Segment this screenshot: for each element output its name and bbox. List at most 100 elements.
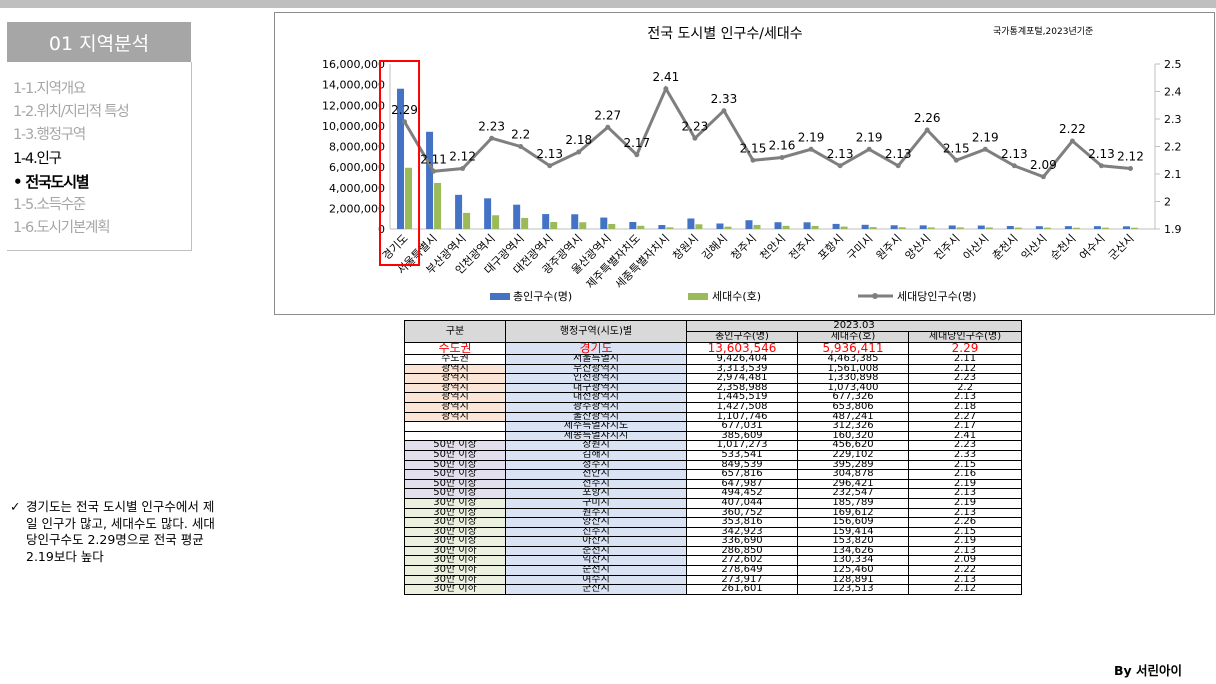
- y-tick-label-left: 16,000,000: [322, 58, 385, 71]
- bar-households: [927, 227, 935, 229]
- bar-population: [658, 225, 666, 229]
- menu-item[interactable]: 1-3.행정구역: [13, 127, 86, 144]
- menu-item[interactable]: 1-5.소득수준: [13, 197, 86, 214]
- data-label-ratio: 2.2: [511, 128, 530, 142]
- cell-ratio: 2.15: [907, 526, 1023, 538]
- menu-item[interactable]: • 전국도시별: [13, 172, 90, 191]
- line-point: [402, 119, 408, 125]
- cell-households: 125,460: [797, 565, 909, 576]
- data-label-ratio: 2.11: [420, 152, 447, 166]
- cell-ratio: 2.13: [907, 545, 1023, 557]
- table-row: 세종특별자치시 385,609 160,320 2.41: [404, 430, 1023, 442]
- cell-category: 30만 이상: [404, 497, 506, 509]
- line-point: [692, 135, 698, 141]
- cell-region: 대구광역시: [505, 382, 687, 394]
- cell-region: 포항시: [505, 488, 687, 499]
- cell-category: [404, 430, 506, 442]
- cell-category: 광역시: [404, 373, 506, 384]
- y-tick-label-right: 2.5: [1164, 58, 1182, 71]
- line-point: [750, 157, 756, 163]
- bar-households: [956, 227, 964, 229]
- menu-item[interactable]: 1-6.도시기본계획: [13, 220, 111, 237]
- line-point: [1011, 163, 1017, 169]
- x-tick-label: 창원시: [670, 232, 701, 263]
- cell-population: 278,649: [686, 565, 798, 576]
- cell-households: 456,620: [797, 440, 909, 451]
- data-label-ratio: 2.33: [711, 92, 738, 106]
- menu-item[interactable]: 1-2.위치/지리적 특성: [13, 104, 130, 121]
- cell-region: 원주시: [505, 507, 687, 519]
- data-label-ratio: 2.15: [943, 141, 970, 155]
- legend-label-households: 세대수(호): [712, 290, 761, 303]
- cell-households: 153,820: [797, 536, 909, 547]
- menu-item[interactable]: 1-4.인구: [13, 150, 62, 167]
- bar-households: [1130, 227, 1138, 229]
- y-tick-label-right: 2: [1164, 196, 1171, 209]
- header-period: 2023.03: [685, 320, 1023, 332]
- sidebar-divider: [7, 250, 192, 251]
- data-label-ratio: 2.22: [1059, 122, 1086, 136]
- line-point: [460, 166, 466, 171]
- cell-region: 순천시: [505, 565, 687, 576]
- bar-households: [405, 167, 413, 229]
- bar-households: [695, 224, 703, 229]
- population-table: 구분 행정구역(시도)별 2023.03 총인구수(명) 세대수(호) 세대당인…: [404, 320, 1023, 595]
- table-row: 30만 이상 아산시 336,690 153,820 2.19: [404, 536, 1023, 547]
- cell-households: 677,326: [797, 392, 909, 403]
- line-point: [895, 163, 901, 169]
- bar-population: [1064, 226, 1072, 229]
- bar-households: [434, 182, 442, 229]
- chart-title: 전국 도시별 인구수/세대수: [647, 26, 802, 42]
- cell-region: 세종특별자치시: [505, 430, 687, 442]
- x-tick-label: 전주시: [787, 232, 818, 263]
- bar-population: [745, 220, 753, 229]
- line-point: [866, 146, 872, 152]
- cell-ratio: 2.18: [907, 401, 1023, 413]
- line-point: [982, 146, 988, 152]
- analysis-note: ✓ 경기도는 전국 도시별 인구수에서 제일 인구가 많고, 세대수도 많다. …: [10, 499, 220, 565]
- legend-swatch-population: [490, 293, 510, 300]
- cell-population: 1,445,519: [686, 392, 798, 403]
- table-row: 30만 이상 양산시 353,816 156,609 2.26: [404, 517, 1023, 528]
- bar-households: [782, 225, 790, 229]
- y-tick-label-left: 14,000,000: [322, 79, 385, 92]
- cell-households: 123,513: [797, 584, 909, 595]
- cell-ratio: 2.13: [907, 392, 1023, 403]
- bar-households: [550, 222, 558, 229]
- cell-region: 서울특별시: [505, 354, 687, 365]
- cell-ratio: 2.22: [907, 565, 1023, 576]
- cell-ratio: 2.17: [907, 421, 1023, 432]
- cell-region: 부산광역시: [505, 363, 687, 375]
- data-label-ratio: 2.12: [1117, 150, 1144, 164]
- cell-category: 광역시: [404, 382, 506, 394]
- y-tick-label-right: 1.9: [1164, 223, 1182, 236]
- cell-region: 김해시: [505, 449, 687, 461]
- menu-item[interactable]: 1-1.지역개요: [13, 81, 86, 97]
- cell-households: 232,547: [797, 488, 909, 499]
- table-row: 50만 이상 김해시 533,541 229,102 2.33: [404, 449, 1023, 461]
- bar-population: [803, 222, 811, 229]
- cell-region: 구미시: [505, 497, 687, 509]
- cell-ratio: 2.16: [907, 469, 1023, 480]
- bar-households: [637, 225, 645, 229]
- cell-region: 인천광역시: [505, 373, 687, 384]
- bar-households: [1072, 227, 1080, 229]
- author-byline: By 서린아이: [1114, 663, 1183, 678]
- line-point: [1098, 163, 1104, 169]
- cell-category: 광역시: [404, 392, 506, 403]
- cell-population: 647,987: [686, 478, 798, 490]
- table-row: 30만 이하 여수시 273,917 128,891 2.13: [404, 574, 1023, 586]
- data-label-ratio: 2.19: [798, 130, 825, 144]
- cell-households: 1,073,400: [797, 382, 909, 394]
- y-tick-label-left: 4,000,000: [329, 182, 385, 195]
- check-icon: ✓: [10, 499, 21, 514]
- table-row: 수도권 경기도 13,603,546 5,936,411 2.29: [404, 342, 1023, 355]
- cell-population: 261,601: [686, 584, 798, 595]
- cell-category: 30만 이하: [404, 574, 506, 586]
- table-row: 30만 이하 순천시 278,649 125,460 2.22: [404, 565, 1023, 576]
- bar-households: [608, 223, 616, 229]
- line-point: [547, 163, 553, 169]
- bar-population: [861, 224, 869, 229]
- cell-households: 1,561,008: [797, 363, 909, 375]
- bar-population: [571, 214, 579, 229]
